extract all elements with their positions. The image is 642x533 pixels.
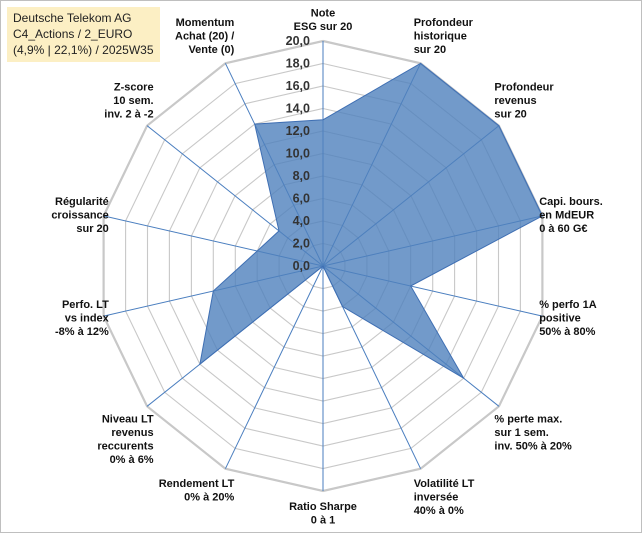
axis-label-7: Volatilité LT inversée 40% à 0% (414, 478, 475, 517)
axis-label-10-line-3: reccurents (97, 441, 153, 453)
axis-label-1: Note ESG sur 20 (294, 8, 353, 34)
tick-label-6: 12,0 (286, 124, 310, 138)
tick-label-0: 0,0 (293, 259, 310, 273)
axis-label-13-line-3: inv. 2 à -2 (104, 108, 153, 120)
axis-label-9-line-1: Rendement LT (159, 478, 235, 490)
axis-label-10-line-4: 0% à 6% (110, 454, 154, 466)
axis-label-4-line-3: 0 à 60 G€ (539, 223, 587, 235)
axis-label-6-line-2: sur 1 sem. (494, 427, 548, 439)
tick-label-5: 10,0 (286, 147, 310, 161)
spoke-9 (224, 265, 324, 469)
chart-title-line-3: (4,9% | 22,1%) / 2025W35 (13, 43, 154, 57)
tick-label-3: 6,0 (293, 192, 310, 206)
axis-label-5-line-2: positive (539, 313, 581, 325)
axis-label-14-line-1: Momentum (176, 17, 235, 29)
axis-label-10: Niveau LT revenus reccurents 0% à 6% (97, 414, 154, 467)
radar-axis-labels: Note ESG sur 20 Profondeur historique sur 20… (51, 8, 602, 527)
axis-label-9-line-2: 0% à 20% (184, 492, 234, 504)
axis-label-4: Capi. bours. en MdEUR 0 à 60 G€ (539, 196, 603, 235)
axis-label-2-line-3: sur 20 (414, 44, 446, 56)
axis-label-3-line-2: revenus (494, 95, 536, 107)
axis-label-6: % perte max. sur 1 sem. inv. 50% à 20% (494, 414, 572, 453)
axis-label-12-line-3: sur 20 (76, 223, 108, 235)
chart-title-line-2: C4_Actions / 2_EURO (13, 27, 133, 41)
axis-label-3-line-1: Profondeur (494, 81, 554, 93)
axis-label-8-line-1: Ratio Sharpe (289, 501, 357, 513)
axis-label-11-line-2: vs index (65, 313, 110, 325)
tick-label-7: 14,0 (286, 102, 310, 116)
axis-label-13-line-1: Z-score (114, 81, 154, 93)
axis-label-4-line-1: Capi. bours. (539, 196, 603, 208)
tick-label-4: 8,0 (293, 169, 310, 183)
axis-label-12: Régularité croissance sur 20 (51, 196, 108, 235)
tick-label-10: 20,0 (286, 34, 310, 48)
radar-tick-labels: 0,0 2,0 4,0 6,0 8,0 10,0 12,0 14,0 16,0 18,0 20,0 (286, 34, 310, 273)
axis-label-5: % perfo 1A positive 50% à 80% (539, 299, 597, 338)
chart-title-box: Deutsche Telekom AG C4_Actions / 2_EURO … (7, 7, 160, 62)
axis-label-14: Momentum Achat (20) / Vente (0) (175, 17, 235, 56)
axis-label-12-line-1: Régularité (55, 196, 109, 208)
axis-label-4-line-2: en MdEUR (539, 209, 594, 221)
axis-label-8: Ratio Sharpe 0 à 1 (289, 501, 357, 527)
axis-label-14-line-3: Vente (0) (188, 44, 234, 56)
axis-label-11: Perfo. LT vs index -8% à 12% (55, 299, 110, 338)
axis-label-13: Z-score 10 sem. inv. 2 à -2 (104, 81, 153, 120)
axis-label-12-line-2: croissance (51, 209, 108, 221)
axis-label-10-line-1: Niveau LT (102, 414, 154, 426)
axis-label-14-line-2: Achat (20) / (175, 31, 234, 43)
tick-label-1: 2,0 (293, 237, 310, 251)
radar-series (199, 62, 544, 380)
axis-label-2-line-1: Profondeur (414, 17, 474, 29)
axis-label-5-line-1: % perfo 1A (539, 299, 597, 311)
axis-label-2-line-2: historique (414, 31, 467, 43)
axis-label-2: Profondeur historique sur 20 (414, 17, 474, 56)
axis-label-3: Profondeur revenus sur 20 (494, 81, 554, 120)
tick-label-8: 16,0 (286, 79, 310, 93)
axis-label-7-line-1: Volatilité LT (414, 478, 475, 490)
axis-label-9: Rendement LT 0% à 20% (159, 478, 235, 504)
chart-title-line-1: Deutsche Telekom AG (13, 11, 132, 25)
axis-label-7-line-2: inversée (414, 492, 459, 504)
axis-label-7-line-3: 40% à 0% (414, 505, 464, 517)
axis-label-5-line-3: 50% à 80% (539, 326, 595, 338)
axis-label-1-line-2: ESG sur 20 (294, 21, 353, 33)
series-area (199, 62, 544, 380)
axis-label-10-line-2: revenus (111, 427, 153, 439)
tick-label-9: 18,0 (286, 57, 310, 71)
tick-label-2: 4,0 (293, 214, 310, 228)
axis-label-11-line-1: Perfo. LT (62, 299, 109, 311)
axis-label-13-line-2: 10 sem. (113, 95, 153, 107)
axis-label-1-line-1: Note (311, 8, 335, 20)
axis-label-6-line-1: % perte max. (494, 414, 562, 426)
axis-label-6-line-3: inv. 50% à 20% (494, 441, 572, 453)
axis-label-3-line-3: sur 20 (494, 108, 526, 120)
axis-label-8-line-2: 0 à 1 (311, 515, 335, 527)
axis-label-11-line-3: -8% à 12% (55, 326, 109, 338)
